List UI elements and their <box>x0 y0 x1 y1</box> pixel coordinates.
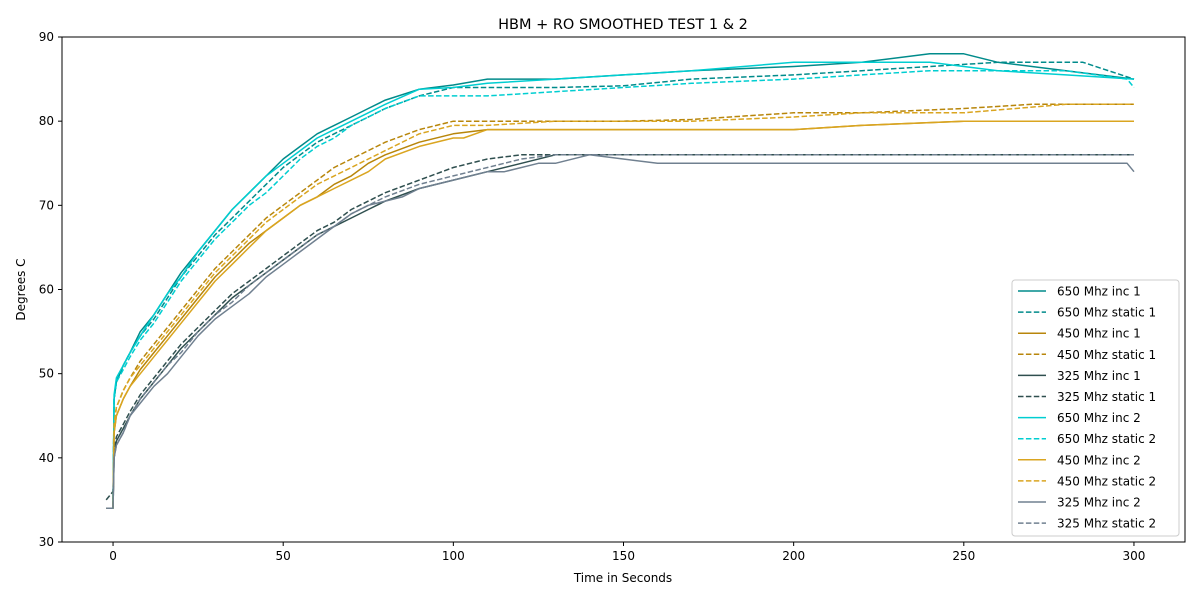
legend-entry-label: 450 Mhz inc 2 <box>1057 453 1141 467</box>
legend-entry-label: 325 Mhz static 1 <box>1057 390 1156 404</box>
series-line-450-mhz-static-2 <box>106 103 1134 510</box>
y-tick-label: 50 <box>39 367 54 381</box>
series-line-650-mhz-inc-2 <box>106 61 1135 510</box>
y-tick-label: 90 <box>39 30 54 44</box>
x-tick-label: 100 <box>442 549 465 563</box>
x-tick-label: 300 <box>1123 549 1146 563</box>
series-line-450-mhz-inc-1 <box>106 120 1134 510</box>
legend-box <box>1011 279 1180 537</box>
legend-entry-label: 450 Mhz static 1 <box>1057 348 1156 362</box>
y-tick-label: 40 <box>39 451 54 465</box>
y-axis-ticks: 30 40 50 60 70 80 90 <box>39 30 62 549</box>
legend-entry-label: 325 Mhz inc 2 <box>1057 496 1141 510</box>
y-tick-label: 70 <box>39 198 54 212</box>
x-tick-label: 150 <box>612 549 635 563</box>
x-tick-label: 50 <box>276 549 291 563</box>
plot-lines <box>105 53 1135 510</box>
x-axis-label: Time in Seconds <box>573 571 672 585</box>
series-line-650-mhz-static-2 <box>106 69 1135 510</box>
legend-entry-label: 450 Mhz inc 1 <box>1057 327 1141 341</box>
x-tick-label: 250 <box>952 549 975 563</box>
series-line-325-mhz-inc-2 <box>106 154 1135 510</box>
series-line-325-mhz-static-2 <box>106 154 1134 510</box>
legend-entry-label: 325 Mhz static 2 <box>1057 517 1156 531</box>
series-line-325-mhz-inc-1 <box>106 154 1134 510</box>
series-line-650-mhz-inc-1 <box>106 53 1135 510</box>
y-tick-label: 30 <box>39 535 54 549</box>
x-tick-label: 200 <box>782 549 805 563</box>
series-line-450-mhz-static-1 <box>106 103 1134 510</box>
y-tick-label: 60 <box>39 283 54 297</box>
legend-entry-label: 650 Mhz inc 2 <box>1057 411 1141 425</box>
x-tick-label: 0 <box>109 549 117 563</box>
series-line-450-mhz-inc-2 <box>106 120 1134 510</box>
chart-title: HBM + RO SMOOTHED TEST 1 & 2 <box>498 17 748 33</box>
legend-entry-label: 650 Mhz static 2 <box>1057 432 1156 446</box>
series-line-325-mhz-static-1 <box>105 154 1134 501</box>
x-axis-ticks: 0 50 100 150 200 250 300 <box>109 542 1145 563</box>
legend-entry-label: 650 Mhz inc 1 <box>1057 285 1141 299</box>
legend-entry-label: 650 Mhz static 1 <box>1057 306 1156 320</box>
legend-entry-label: 450 Mhz static 2 <box>1057 474 1156 488</box>
legend: 650 Mhz inc 1 650 Mhz static 1 450 Mhz inc… <box>1011 279 1180 537</box>
y-axis-label: Degrees C <box>14 258 28 320</box>
y-tick-label: 80 <box>39 114 54 128</box>
legend-entry-label: 325 Mhz inc 1 <box>1057 369 1141 383</box>
